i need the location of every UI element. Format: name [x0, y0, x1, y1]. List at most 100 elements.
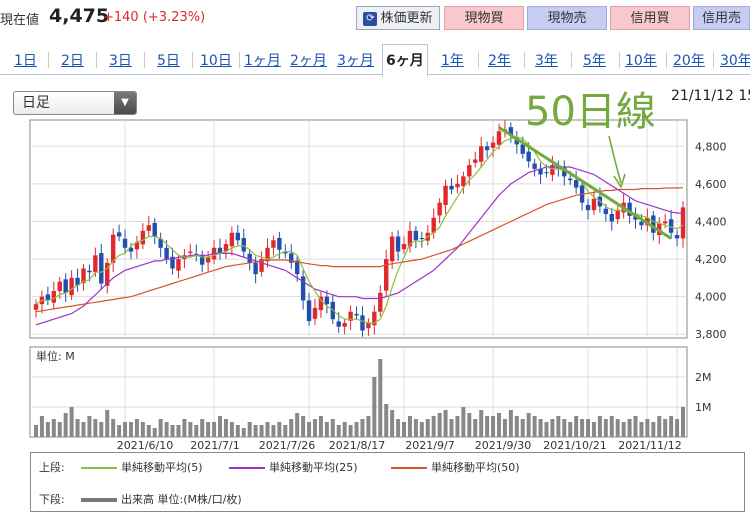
price-change: +140 (+3.23%) — [103, 10, 206, 25]
candle-body — [158, 238, 163, 248]
candle-body — [413, 230, 419, 241]
candle-body — [265, 247, 270, 262]
legend-ma5-label: 単純移動平均(5) — [121, 461, 203, 474]
volume-bar — [473, 419, 478, 437]
tab-2d[interactable]: 2日 — [61, 53, 84, 69]
volume-bar — [212, 422, 217, 437]
tab-2y[interactable]: 2年 — [488, 53, 511, 69]
volume-bar — [479, 410, 484, 437]
volume-bar — [431, 416, 436, 437]
candle-body — [271, 240, 276, 248]
volume-bar — [378, 359, 383, 437]
volume-bar — [609, 416, 614, 437]
tab-1d[interactable]: 1日 — [14, 53, 37, 69]
candle-body — [235, 232, 241, 241]
volume-bar — [556, 416, 561, 437]
candle-body — [443, 185, 448, 205]
volume-bar — [146, 425, 151, 437]
volume-bar — [550, 419, 555, 437]
volume-tick-label: 2M — [695, 371, 712, 384]
current-price-label: 現在値 — [0, 13, 40, 28]
candle-body — [532, 163, 537, 169]
candle-body — [105, 262, 110, 286]
volume-bar — [111, 419, 116, 437]
candle-body — [45, 294, 51, 301]
tab-divider — [666, 52, 667, 68]
candle-body — [366, 322, 371, 329]
candle-body — [473, 159, 478, 163]
tab-divider — [48, 52, 49, 68]
candle-body — [538, 168, 543, 175]
volume-bar — [57, 422, 62, 437]
candle-body — [134, 242, 140, 250]
x-tick-label: 2021/11/12 — [618, 439, 681, 452]
volume-bar — [223, 419, 228, 437]
annotation-arrowhead — [613, 173, 626, 189]
volume-bar — [366, 416, 371, 437]
tab-divider — [713, 52, 714, 68]
candle-body — [289, 253, 294, 263]
sell-margin-button[interactable]: 信用売 — [693, 6, 750, 30]
period-select-value: 日足 — [22, 95, 50, 111]
candle-body — [348, 311, 353, 321]
candle-body — [484, 146, 490, 151]
tab-3y[interactable]: 3年 — [535, 53, 558, 69]
chevron-down-icon[interactable]: ▼ — [114, 92, 136, 114]
candle-body — [247, 253, 252, 263]
candle-body — [188, 251, 193, 254]
volume-bar — [235, 425, 240, 437]
sell-spot-button[interactable]: 現物売 — [527, 6, 607, 30]
tab-10y[interactable]: 10年 — [625, 53, 657, 69]
volume-bar — [419, 422, 424, 437]
tab-2m[interactable]: 2ヶ月 — [290, 53, 327, 69]
volume-bar — [318, 416, 323, 437]
volume-bar — [502, 419, 507, 437]
volume-bar — [562, 419, 567, 437]
volume-bar — [336, 425, 341, 437]
candle-body — [467, 165, 472, 177]
candle-body — [241, 238, 246, 252]
refresh-icon: ⟳ — [363, 11, 378, 26]
volume-bar — [574, 416, 579, 437]
volume-bar — [45, 422, 50, 437]
trend-line-annotation — [498, 126, 672, 240]
tab-1m[interactable]: 1ヶ月 — [244, 53, 281, 69]
tab-3m[interactable]: 3ヶ月 — [337, 53, 374, 69]
buy-margin-button[interactable]: 信用買 — [610, 6, 690, 30]
annotation-50day-line: 50日線 — [525, 89, 656, 135]
tab-6m[interactable]: 6ヶ月 — [382, 44, 428, 77]
volume-bar — [372, 377, 377, 437]
volume-bar — [289, 419, 294, 437]
refresh-price-button[interactable]: ⟳ 株価更新 — [356, 6, 440, 30]
volume-bar — [485, 416, 490, 437]
candle-body — [651, 215, 656, 233]
candle-body — [229, 232, 235, 247]
legend-volume-label: 出来高 単位:(M株/口/枚) — [121, 493, 242, 506]
candle-body — [544, 172, 549, 174]
candle-body — [526, 151, 531, 162]
candle-body — [116, 232, 122, 237]
tab-3d[interactable]: 3日 — [109, 53, 132, 69]
volume-bar — [324, 422, 329, 437]
tab-20y[interactable]: 20年 — [673, 53, 705, 69]
volume-bar — [93, 419, 98, 437]
legend-ma5-swatch — [81, 467, 117, 469]
tab-5y[interactable]: 5年 — [583, 53, 606, 69]
refresh-price-label: 株価更新 — [380, 11, 433, 26]
volume-bar — [425, 419, 430, 437]
volume-bar — [491, 416, 496, 437]
tab-10d[interactable]: 10日 — [200, 53, 232, 69]
period-select[interactable]: 日足 ▼ — [13, 91, 137, 115]
x-tick-label: 2021/6/10 — [117, 439, 173, 452]
buy-spot-button[interactable]: 現物買 — [444, 6, 524, 30]
tab-5d[interactable]: 5日 — [157, 53, 180, 69]
date-readout: 21/11/12 15:0 — [671, 88, 750, 104]
x-tick-label: 2021/9/7 — [405, 439, 454, 452]
tab-1y[interactable]: 1年 — [441, 53, 464, 69]
legend-box: 上段: 単純移動平均(5) 単純移動平均(25) 単純移動平均(50) 下段: … — [30, 452, 745, 512]
candle-body — [51, 291, 57, 303]
tab-30y[interactable]: 30年 — [720, 53, 750, 69]
candle-body — [668, 219, 674, 233]
candle-body — [259, 259, 264, 272]
tab-divider — [571, 52, 572, 68]
